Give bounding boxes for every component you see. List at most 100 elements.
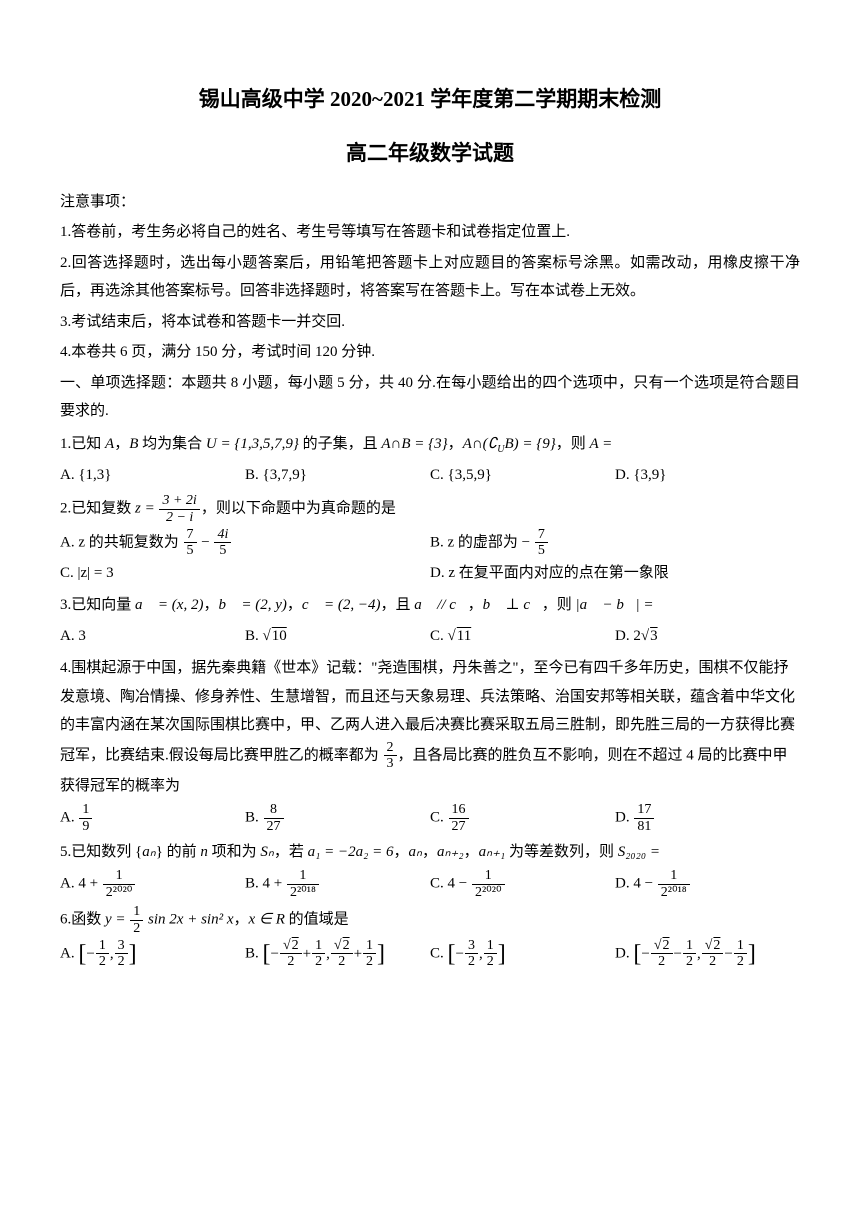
- question-5: 5.已知数列 {aₙ} 的前 n 项和为 Sₙ，若 a₁ = −2a₂ = 6，…: [60, 838, 800, 867]
- q2-opt-a: A. z 的共轭复数为 75 − 4i5: [60, 527, 430, 559]
- q3-c: c⃗ = (2, −4): [302, 597, 381, 613]
- q5-options: A. 4 + 12²⁰²⁰ B. 4 + 12²⁰¹⁸ C. 4 − 12²⁰²…: [60, 868, 800, 900]
- q3-options: A. 3 B. √10 C. √11 D. 2√3: [60, 622, 800, 651]
- q4-d-pre: D.: [615, 809, 633, 825]
- q3-sep: ，则: [542, 597, 576, 613]
- notice-heading: 注意事项：: [60, 188, 800, 217]
- q5-c-f: 12²⁰²⁰: [472, 868, 505, 900]
- q2-frac-den: 2 − i: [159, 510, 199, 525]
- q1-compl-end: B) = {9}: [504, 436, 555, 452]
- notice-item: 1.答卷前，考生务必将自己的姓名、考生号等填写在答题卡和试卷指定位置上.: [60, 218, 800, 247]
- question-6: 6.函数 y = 12 sin 2x + sin² x，x ∈ R 的值域是: [60, 904, 800, 936]
- q6-b-pre: B.: [245, 945, 263, 961]
- q4-b-f: 827: [264, 802, 284, 834]
- notice-item: 3.考试结束后，将本试卷和答题卡一并交回.: [60, 308, 800, 337]
- q4-p-num: 2: [384, 740, 397, 756]
- q1-AcapB: A∩B = {3}: [381, 436, 447, 452]
- q5-c-d: 2²⁰²⁰: [472, 885, 505, 900]
- q1-A: A: [105, 436, 114, 452]
- q6-a-lsign: −: [86, 940, 94, 969]
- q5-a-d: 2²⁰²⁰: [103, 885, 136, 900]
- q1-Aeq: A =: [589, 436, 612, 452]
- q5-a-pre: A. 4 +: [60, 876, 102, 892]
- q6-b-l1d: 2: [280, 954, 302, 969]
- q1-text: ，则: [556, 436, 590, 452]
- q1-opt-a: A. {1,3}: [60, 461, 245, 490]
- q5-opt-a: A. 4 + 12²⁰²⁰: [60, 868, 245, 900]
- q4-b-n: 8: [264, 802, 284, 818]
- q5-an: aₙ: [142, 844, 155, 860]
- q6-half-n: 1: [130, 904, 143, 920]
- q4-opt-a: A. 19: [60, 802, 245, 834]
- q5-text: 项和为: [208, 844, 261, 860]
- q5-d-d: 2²⁰¹⁸: [658, 885, 690, 900]
- q3-opt-a: A. 3: [60, 622, 245, 651]
- q6-a-pre: A.: [60, 945, 78, 961]
- q3-opt-d: D. 2√3: [615, 622, 800, 651]
- q6-b-mid2: +: [354, 940, 362, 969]
- q6-c-rd: 2: [484, 954, 497, 969]
- q2-opt-b: B. z 的虚部为 − 75: [430, 527, 800, 559]
- q2-a-f1n: 7: [184, 527, 197, 543]
- q6-d-mid2: −: [724, 940, 732, 969]
- q6-half: 12: [130, 904, 143, 936]
- q5-text: 为等差数列，则: [505, 844, 618, 860]
- q1-text: 1.已知: [60, 436, 105, 452]
- q1-text: 的子集，且: [299, 436, 382, 452]
- q4-a-d: 9: [79, 819, 92, 834]
- q1-AcapCuB: A∩(∁UB) = {9}: [463, 436, 556, 452]
- q5-n: n: [200, 844, 208, 860]
- q3-d-rad: 3: [649, 628, 658, 644]
- q6-c-lsign: −: [456, 940, 464, 969]
- q4-opt-c: C. 1627: [430, 802, 615, 834]
- q6-opt-b: B. [− √22 + 12, √22 + 12]: [245, 938, 430, 970]
- q3-d-coeff: 2: [633, 628, 641, 644]
- q6-y: y =: [105, 912, 129, 928]
- q6-text: 6.函数: [60, 912, 105, 928]
- q6-c-interval: [− 32, 12]: [448, 938, 506, 970]
- q1-options: A. {1,3} B. {3,7,9} C. {3,5,9} D. {3,9}: [60, 461, 800, 490]
- q5-opt-b: B. 4 + 12²⁰¹⁸: [245, 868, 430, 900]
- q5-c-pre: C. 4 −: [430, 876, 471, 892]
- q5-text: 5.已知数列 {: [60, 844, 142, 860]
- q4-c-f: 1627: [449, 802, 469, 834]
- q2-b-fd: 5: [535, 543, 548, 558]
- question-4: 4.围棋起源于中国，据先秦典籍《世本》记载："尧造围棋，丹朱善之"，至今已有四千…: [60, 654, 800, 800]
- q6-b-l2d: 2: [312, 954, 325, 969]
- q2-b-fn: 7: [535, 527, 548, 543]
- notice-item: 2.回答选择题时，选出每小题答案后，用铅笔把答题卡上对应题目的答案标号涂黑。如需…: [60, 249, 800, 306]
- q2-text: 2.已知复数: [60, 501, 135, 517]
- q6-d-s2: 2: [712, 938, 720, 953]
- q5-d-f: 12²⁰¹⁸: [658, 868, 690, 900]
- q6-c-ln: 3: [465, 938, 478, 954]
- q3-a: a⃗ = (x, 2): [135, 597, 203, 613]
- q4-opt-d: D. 1781: [615, 802, 800, 834]
- q6-b-s2: 2: [342, 938, 350, 953]
- q4-a-f: 19: [79, 802, 92, 834]
- q6-d-r2n: 1: [734, 938, 747, 954]
- q6-d-mid1: −: [674, 940, 682, 969]
- q6-sep: ，: [234, 912, 249, 928]
- q6-sin: sin 2x + sin² x: [144, 912, 233, 928]
- q3-apar: a⃗ // c⃗: [414, 597, 467, 613]
- q3-sep: ，: [203, 597, 218, 613]
- q1-compl-pre: A∩(∁: [463, 436, 498, 452]
- q6-b-l2n: 1: [312, 938, 325, 954]
- q6-opt-c: C. [− 32, 12]: [430, 938, 615, 970]
- q3-sep: ，: [287, 597, 302, 613]
- q5-sep: ，: [422, 844, 437, 860]
- q6-half-d: 2: [130, 921, 143, 936]
- q1-sep: ，: [448, 436, 463, 452]
- q5-Sn: Sₙ: [260, 844, 273, 860]
- q2-opt-d: D. z 在复平面内对应的点在第一象限: [430, 559, 800, 588]
- q2-opt-c: C. |z| = 3: [60, 559, 430, 588]
- exam-title-sub: 高二年级数学试题: [60, 134, 800, 174]
- q5-b-pre: B. 4 +: [245, 876, 286, 892]
- q2-a-f1: 75: [184, 527, 197, 559]
- q4-options: A. 19 B. 827 C. 1627 D. 1781: [60, 802, 800, 834]
- q4-c-pre: C.: [430, 809, 448, 825]
- q6-a-ln: 1: [96, 938, 109, 954]
- q2-text: ，则以下命题中为真命题的是: [201, 501, 396, 517]
- q6-d-lsign: −: [641, 940, 649, 969]
- q6-a-interval: [− 12, 32]: [78, 938, 136, 970]
